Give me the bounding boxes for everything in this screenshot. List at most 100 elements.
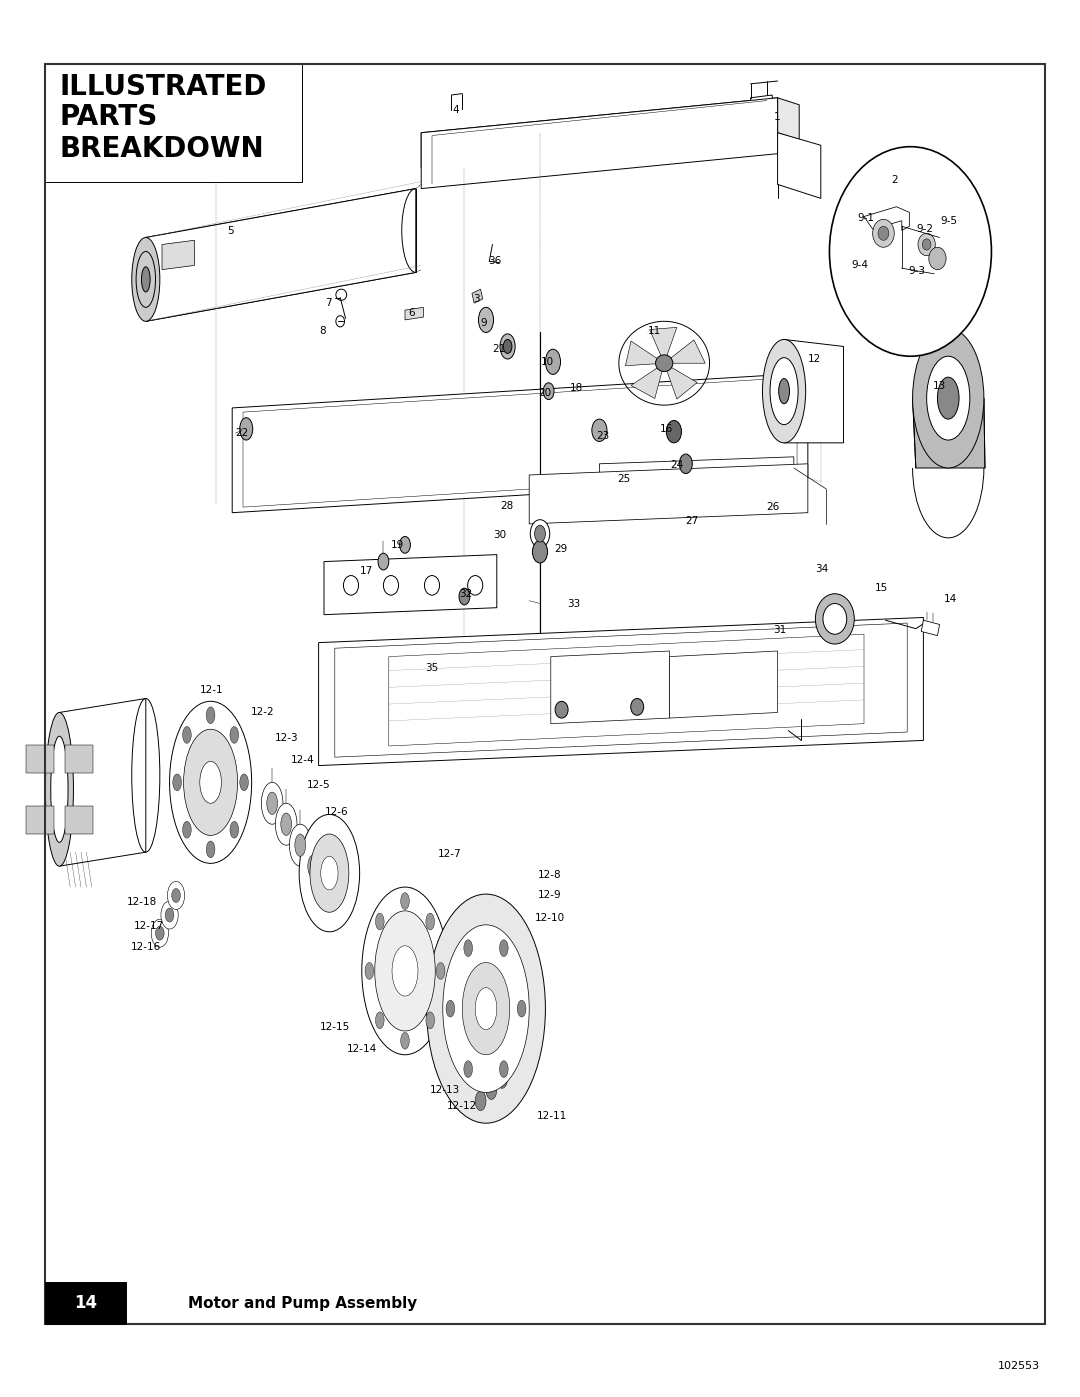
Text: 32: 32 (459, 588, 472, 599)
Ellipse shape (464, 940, 473, 957)
Ellipse shape (446, 1000, 455, 1017)
Text: 21: 21 (492, 344, 505, 355)
Text: 12-17: 12-17 (134, 921, 164, 932)
Text: 9-4: 9-4 (851, 260, 868, 271)
Text: 33: 33 (567, 598, 580, 609)
Text: 12-14: 12-14 (347, 1044, 377, 1055)
Polygon shape (921, 620, 940, 636)
Ellipse shape (631, 698, 644, 715)
Ellipse shape (281, 813, 292, 835)
Ellipse shape (500, 334, 515, 359)
Ellipse shape (918, 233, 935, 256)
Text: 12-12: 12-12 (447, 1101, 477, 1112)
Ellipse shape (172, 888, 180, 902)
Text: 7: 7 (325, 298, 332, 309)
Text: 14: 14 (944, 594, 957, 605)
Text: 12-5: 12-5 (307, 780, 330, 791)
Polygon shape (405, 307, 423, 320)
Ellipse shape (383, 576, 399, 595)
Text: 6: 6 (408, 307, 415, 319)
Polygon shape (232, 373, 808, 513)
Polygon shape (324, 555, 497, 615)
Text: 12-11: 12-11 (537, 1111, 567, 1122)
Ellipse shape (535, 525, 545, 542)
Ellipse shape (500, 940, 509, 957)
Polygon shape (162, 240, 194, 270)
Text: 18: 18 (570, 383, 583, 394)
Polygon shape (335, 623, 907, 757)
Ellipse shape (517, 1000, 526, 1017)
Ellipse shape (308, 855, 319, 877)
Polygon shape (551, 651, 670, 724)
Bar (26, 806, 54, 834)
Text: 9-5: 9-5 (941, 215, 958, 226)
Polygon shape (625, 341, 664, 366)
Ellipse shape (503, 339, 512, 353)
Text: 23: 23 (596, 430, 609, 441)
Ellipse shape (362, 887, 448, 1055)
Text: 27: 27 (686, 515, 699, 527)
Text: ILLUSTRATED: ILLUSTRATED (59, 73, 267, 101)
Ellipse shape (376, 1011, 384, 1028)
Ellipse shape (468, 576, 483, 595)
Ellipse shape (464, 1060, 473, 1077)
Polygon shape (650, 327, 677, 363)
Bar (45, 1282, 126, 1324)
Text: 12-9: 12-9 (538, 890, 562, 901)
Ellipse shape (240, 774, 248, 791)
Text: 9: 9 (481, 317, 487, 328)
Ellipse shape (392, 946, 418, 996)
Text: 36: 36 (488, 256, 501, 267)
Ellipse shape (426, 914, 434, 930)
Ellipse shape (475, 1091, 486, 1111)
Ellipse shape (173, 774, 181, 791)
Ellipse shape (929, 247, 946, 270)
Ellipse shape (206, 707, 215, 724)
Ellipse shape (401, 893, 409, 909)
Ellipse shape (161, 901, 178, 929)
Polygon shape (784, 339, 843, 443)
Text: 9-3: 9-3 (908, 265, 926, 277)
Polygon shape (864, 207, 909, 231)
Ellipse shape (183, 726, 191, 743)
Ellipse shape (206, 841, 215, 858)
Ellipse shape (656, 355, 673, 372)
Polygon shape (670, 651, 778, 718)
Ellipse shape (267, 792, 278, 814)
Ellipse shape (500, 1060, 509, 1077)
Ellipse shape (401, 1032, 409, 1049)
Text: 13: 13 (933, 380, 946, 391)
Text: 9-2: 9-2 (916, 224, 933, 235)
Polygon shape (421, 98, 778, 168)
Polygon shape (421, 98, 778, 189)
Ellipse shape (275, 803, 297, 845)
Polygon shape (472, 289, 483, 303)
Text: 16: 16 (660, 423, 673, 434)
Polygon shape (631, 363, 664, 398)
Ellipse shape (427, 894, 545, 1123)
Ellipse shape (45, 712, 73, 866)
Ellipse shape (378, 553, 389, 570)
Text: 12-1: 12-1 (200, 685, 224, 696)
Text: 10: 10 (541, 356, 554, 367)
Text: 12-3: 12-3 (274, 732, 298, 743)
Bar (26, 745, 54, 773)
Ellipse shape (679, 454, 692, 474)
Ellipse shape (497, 1069, 508, 1088)
Text: 5: 5 (227, 225, 233, 236)
Ellipse shape (375, 911, 435, 1031)
Ellipse shape (310, 834, 349, 912)
Text: 34: 34 (815, 563, 828, 574)
Ellipse shape (183, 821, 191, 838)
Polygon shape (389, 634, 864, 746)
Text: 4: 4 (453, 105, 459, 116)
Text: 20: 20 (538, 387, 551, 398)
Text: 29: 29 (554, 543, 567, 555)
Text: 12-18: 12-18 (126, 897, 157, 908)
Polygon shape (913, 398, 985, 468)
Polygon shape (778, 98, 799, 140)
Ellipse shape (462, 963, 510, 1055)
Polygon shape (319, 617, 923, 766)
Ellipse shape (295, 834, 306, 856)
Ellipse shape (478, 307, 494, 332)
